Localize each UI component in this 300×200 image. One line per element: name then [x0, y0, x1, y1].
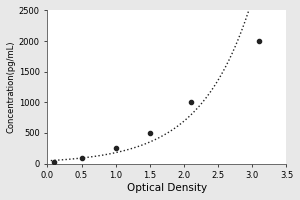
X-axis label: Optical Density: Optical Density — [127, 183, 207, 193]
Y-axis label: Concentration(pg/mL): Concentration(pg/mL) — [7, 41, 16, 133]
